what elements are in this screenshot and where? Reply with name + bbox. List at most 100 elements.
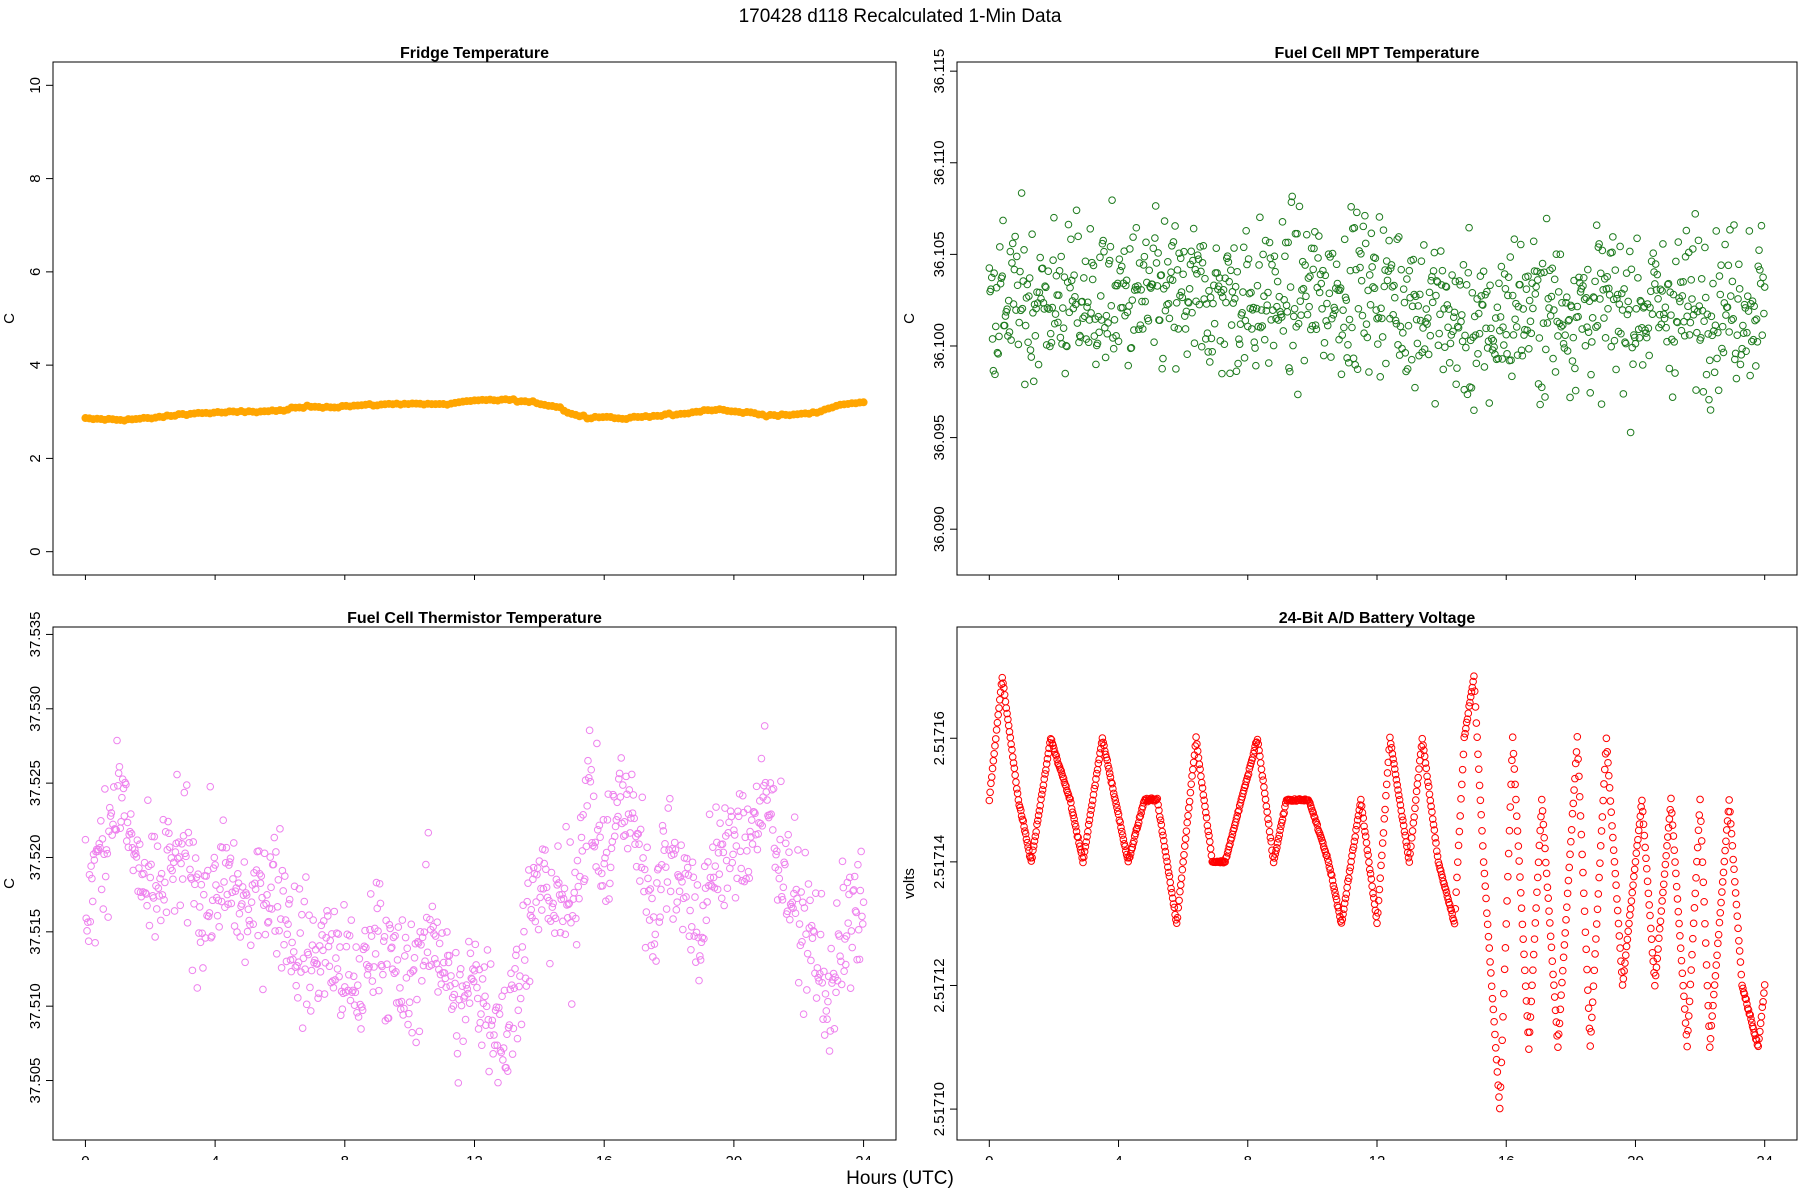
data-point — [100, 850, 108, 859]
data-point — [133, 836, 142, 844]
data-point — [1319, 351, 1328, 360]
data-point — [1622, 269, 1631, 277]
data-point — [1717, 261, 1725, 269]
data-point — [989, 366, 998, 375]
data-point — [1270, 854, 1279, 862]
data-point — [1719, 348, 1728, 357]
data-point — [157, 916, 165, 925]
data-point — [1080, 847, 1089, 856]
data-point — [1424, 778, 1432, 787]
data-point — [1222, 853, 1230, 862]
data-point — [1189, 765, 1197, 774]
data-point — [1028, 230, 1036, 238]
data-point — [178, 839, 186, 848]
data-point — [1390, 293, 1399, 302]
data-point — [1195, 760, 1204, 769]
data-point — [1126, 853, 1134, 861]
data-point — [412, 1038, 420, 1047]
data-point — [1339, 910, 1347, 918]
data-point — [338, 1005, 347, 1013]
data-point — [1652, 286, 1661, 294]
data-point — [1685, 997, 1694, 1006]
data-point — [1363, 333, 1372, 342]
data-point — [524, 879, 532, 887]
data-point — [1371, 254, 1380, 262]
data-point — [767, 810, 775, 818]
data-point — [411, 939, 420, 948]
y-tick-label: 36.115 — [931, 49, 948, 94]
data-point — [131, 846, 139, 854]
data-point — [127, 810, 135, 818]
data-point — [820, 1031, 829, 1039]
data-point — [1163, 300, 1171, 309]
data-point — [1020, 822, 1028, 831]
data-point — [1319, 266, 1327, 275]
data-point — [443, 928, 451, 936]
data-point — [1592, 935, 1600, 943]
data-point — [1516, 240, 1525, 249]
data-point — [102, 846, 111, 854]
data-point — [449, 1002, 458, 1010]
data-point — [845, 873, 854, 882]
data-point — [1469, 333, 1477, 341]
data-point — [1084, 820, 1093, 829]
data-point — [1746, 371, 1754, 380]
data-point — [621, 831, 630, 839]
data-point — [329, 983, 338, 992]
data-point — [1468, 288, 1477, 297]
data-point — [761, 778, 770, 787]
data-point — [360, 942, 369, 951]
y-tick-label: 37.510 — [27, 983, 44, 1029]
data-point — [1365, 865, 1374, 874]
data-point — [1169, 238, 1178, 246]
data-point — [1493, 1068, 1502, 1076]
x-tick-label: 16 — [596, 1153, 613, 1160]
data-point — [1713, 951, 1721, 960]
data-point — [1344, 877, 1352, 886]
data-point — [307, 966, 316, 975]
data-point — [1438, 266, 1447, 275]
data-point — [1566, 393, 1574, 402]
data-point — [163, 846, 172, 854]
data-point — [514, 1006, 523, 1015]
data-point — [1268, 260, 1276, 269]
data-point — [82, 914, 91, 923]
data-point — [1206, 844, 1215, 853]
data-point — [1710, 368, 1719, 377]
data-point — [669, 915, 677, 923]
data-point — [1476, 796, 1485, 805]
data-point — [463, 985, 472, 993]
data-point — [573, 856, 582, 865]
data-point — [570, 888, 579, 897]
data-point — [1455, 277, 1464, 285]
data-point — [1446, 339, 1455, 348]
data-point — [1390, 765, 1399, 773]
data-point — [1480, 363, 1489, 371]
data-point — [1086, 224, 1095, 233]
data-point — [1403, 365, 1412, 373]
data-point — [584, 774, 593, 782]
data-point — [712, 803, 720, 811]
data-point — [456, 965, 465, 973]
data-point — [106, 812, 115, 820]
data-point — [1431, 399, 1439, 408]
data-point — [1704, 1001, 1712, 1010]
data-point — [1348, 852, 1356, 860]
data-point — [1617, 289, 1626, 298]
data-point — [1718, 888, 1726, 896]
data-point — [1266, 833, 1275, 842]
data-point — [1168, 888, 1176, 897]
data-point — [464, 989, 472, 998]
data-point — [1575, 792, 1584, 801]
data-point — [1420, 241, 1428, 249]
data-point — [1630, 865, 1639, 874]
data-point — [431, 932, 440, 940]
data-point — [1264, 820, 1273, 828]
data-point — [1554, 1043, 1562, 1051]
data-point — [1243, 775, 1251, 783]
data-point — [1213, 269, 1221, 277]
data-point — [1154, 800, 1162, 809]
data-point — [1745, 1010, 1754, 1018]
plot-frame — [52, 626, 897, 1141]
data-point — [1160, 217, 1169, 225]
